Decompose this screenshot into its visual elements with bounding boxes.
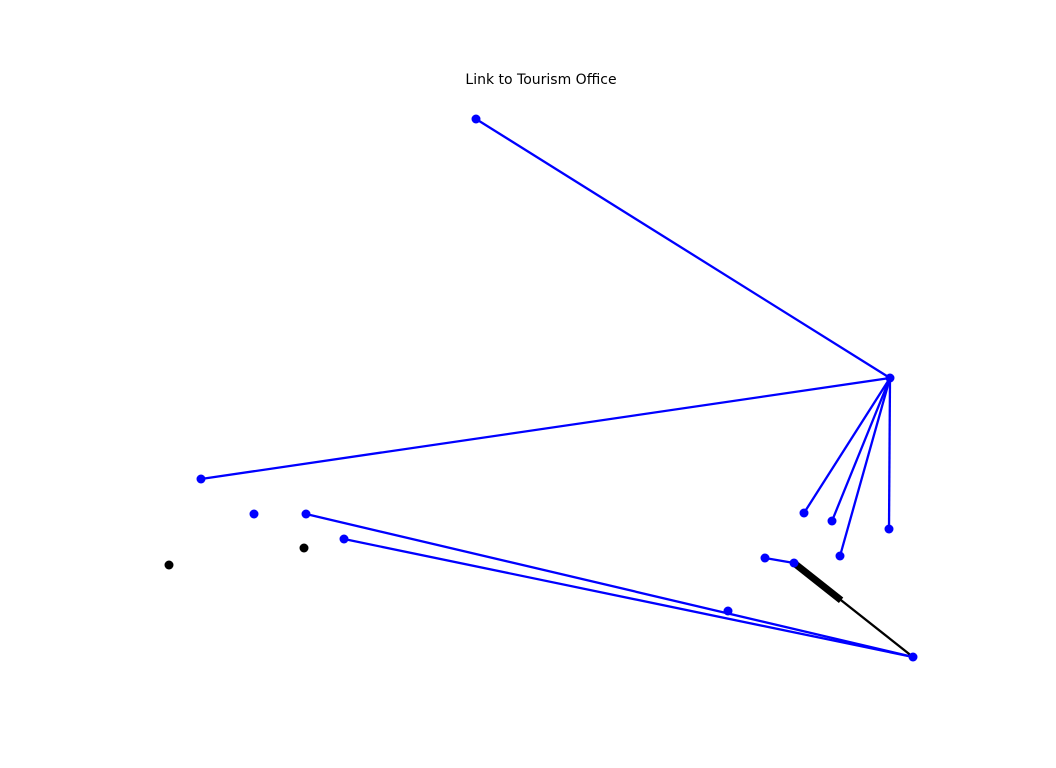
node-n9 [799, 508, 809, 518]
edge-n10-hub [830, 377, 892, 522]
arrowhead-n16-n14 [791, 560, 844, 603]
node-n16 [908, 652, 918, 662]
edge-n6-n16 [343, 537, 914, 659]
node-n12 [835, 551, 845, 561]
node-n6 [339, 534, 349, 544]
node-n13 [760, 553, 770, 563]
edge-n3-hub [200, 376, 891, 481]
edges-layer [200, 118, 914, 659]
node-n15 [723, 606, 733, 616]
edge-n13-n14 [764, 556, 795, 565]
edge-n12-hub [838, 377, 892, 557]
node-n5 [301, 509, 311, 519]
edge-n5-n16 [305, 512, 914, 659]
node-n8 [164, 560, 174, 570]
node-n10 [827, 516, 837, 526]
node-n14 [789, 558, 799, 568]
nodes-layer [164, 114, 918, 662]
node-n3 [196, 474, 206, 484]
node-n11 [884, 524, 894, 534]
node-n1 [471, 114, 481, 124]
node-n7 [299, 543, 309, 553]
chart-title: Link to Tourism Office [465, 72, 616, 88]
node-hub [885, 373, 895, 383]
node-n4 [249, 509, 259, 519]
edge-n9-hub [803, 377, 891, 514]
edge-n11-hub [887, 377, 892, 530]
edge-n1-hub [475, 118, 891, 379]
